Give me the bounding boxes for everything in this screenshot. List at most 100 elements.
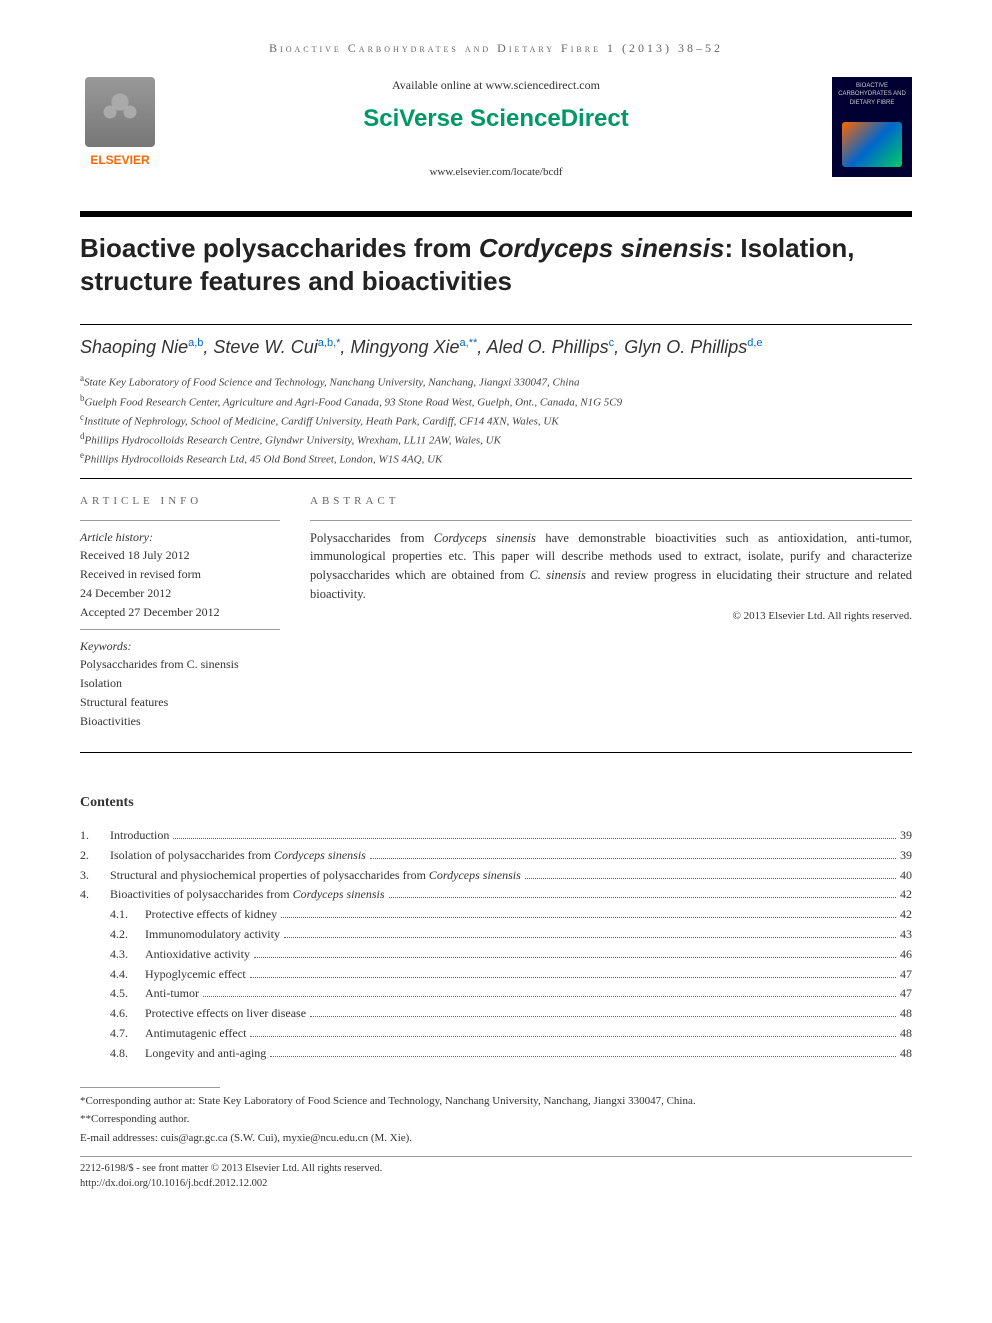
history-label: Article history: (80, 529, 280, 546)
affiliations: aState Key Laboratory of Food Science an… (80, 372, 912, 468)
toc-page: 48 (900, 1025, 912, 1042)
toc-subrow: 4.2. Immunomodulatory activity 43 (80, 926, 912, 943)
journal-url: www.elsevier.com/locate/bcdf (160, 165, 832, 180)
header-row: ELSEVIER Available online at www.science… (80, 77, 912, 196)
toc-dots (310, 1016, 896, 1017)
toc-subtitle: Protective effects on liver disease (145, 1005, 306, 1022)
footnote-3-emails: cuis@agr.gc.ca (S.W. Cui), myxie@ncu.edu… (161, 1132, 412, 1144)
toc-page: 40 (900, 867, 912, 884)
toc-page: 42 (900, 886, 912, 903)
footnote-2: **Corresponding author. (80, 1111, 912, 1128)
cover-image-icon (842, 122, 902, 167)
keyword-item: Isolation (80, 675, 280, 692)
toc-num: 1. (80, 827, 110, 844)
toc-num: 3. (80, 867, 110, 884)
footer: 2212-6198/$ - see front matter © 2013 El… (80, 1162, 912, 1191)
toc-row: 3. Structural and physiochemical propert… (80, 867, 912, 884)
toc-subnum: 4.3. (110, 946, 145, 963)
author: Aled O. Phillipsc (487, 337, 615, 357)
toc-row: 4. Bioactivities of polysaccharides from… (80, 886, 912, 903)
toc-subtitle: Longevity and anti-aging (145, 1045, 266, 1062)
history-item: 24 December 2012 (80, 585, 280, 602)
info-rule (80, 629, 280, 630)
info-rule (80, 520, 280, 521)
abstract-label: abstract (310, 494, 912, 509)
toc-subtitle: Antimutagenic effect (145, 1025, 246, 1042)
toc-row: 2. Isolation of polysaccharides from Cor… (80, 847, 912, 864)
toc-subnum: 4.2. (110, 926, 145, 943)
toc-page: 48 (900, 1045, 912, 1062)
sciverse-logo: SciVerse ScienceDirect (160, 102, 832, 136)
toc-dots (250, 1036, 896, 1037)
abstract-em2: C. sinensis (530, 568, 586, 582)
abstract-pre: Polysaccharides from (310, 531, 434, 545)
contents-header: Contents (80, 793, 912, 813)
abstract-em1: Cordyceps sinensis (434, 531, 536, 545)
toc-dots (203, 996, 896, 997)
toc-title: Structural and physiochemical properties… (110, 867, 521, 884)
history-item: Received in revised form (80, 566, 280, 583)
toc-subnum: 4.4. (110, 966, 145, 983)
toc-subnum: 4.5. (110, 985, 145, 1002)
keyword-item: Polysaccharides from C. sinensis (80, 656, 280, 673)
affiliation: dPhillips Hydrocolloids Research Centre,… (80, 430, 912, 449)
info-rule (310, 520, 912, 521)
toc-title: Introduction (110, 827, 169, 844)
available-online: Available online at www.sciencedirect.co… (160, 77, 832, 94)
toc-subtitle: Anti-tumor (145, 985, 199, 1002)
footnote-3: E-mail addresses: cuis@agr.gc.ca (S.W. C… (80, 1130, 912, 1147)
toc-subnum: 4.6. (110, 1005, 145, 1022)
footer-line1: 2212-6198/$ - see front matter © 2013 El… (80, 1162, 912, 1177)
toc-page: 43 (900, 926, 912, 943)
elsevier-logo: ELSEVIER (80, 77, 160, 177)
abstract-column: abstract Polysaccharides from Cordyceps … (310, 494, 912, 731)
thin-rule (80, 752, 912, 753)
affiliation: bGuelph Food Research Center, Agricultur… (80, 392, 912, 411)
author: Shaoping Niea,b (80, 337, 203, 357)
authors: Shaoping Niea,b, Steve W. Cuia,b,*, Ming… (80, 335, 912, 360)
toc-subrow: 4.5. Anti-tumor 47 (80, 985, 912, 1002)
toc-subtitle: Hypoglycemic effect (145, 966, 246, 983)
footer-rule (80, 1156, 912, 1157)
toc-subtitle: Antioxidative activity (145, 946, 250, 963)
center-header: Available online at www.sciencedirect.co… (160, 77, 832, 181)
footnote-3-pre: E-mail addresses: (80, 1132, 161, 1144)
toc-dots (254, 957, 896, 958)
toc-subrow: 4.6. Protective effects on liver disease… (80, 1005, 912, 1022)
thin-rule (80, 478, 912, 479)
copyright: © 2013 Elsevier Ltd. All rights reserved… (310, 609, 912, 624)
elsevier-text: ELSEVIER (90, 152, 149, 169)
footnotes: *Corresponding author at: State Key Labo… (80, 1093, 912, 1147)
toc-dots (270, 1056, 896, 1057)
toc-subtitle: Immunomodulatory activity (145, 926, 280, 943)
toc-dots (284, 937, 896, 938)
toc-page: 48 (900, 1005, 912, 1022)
toc-title: Bioactivities of polysaccharides from Co… (110, 886, 385, 903)
footnote-rule (80, 1087, 220, 1088)
thin-rule (80, 324, 912, 325)
toc-page: 39 (900, 847, 912, 864)
thick-rule (80, 211, 912, 217)
toc-subtitle: Protective effects of kidney (145, 906, 277, 923)
toc-dots (525, 878, 896, 879)
footnote-1: *Corresponding author at: State Key Labo… (80, 1093, 912, 1110)
history-item: Accepted 27 December 2012 (80, 604, 280, 621)
info-abstract-row: article info Article history: Received 1… (80, 494, 912, 731)
toc-subrow: 4.4. Hypoglycemic effect 47 (80, 966, 912, 983)
toc-page: 47 (900, 966, 912, 983)
toc-page: 47 (900, 985, 912, 1002)
affiliation: aState Key Laboratory of Food Science an… (80, 372, 912, 391)
keyword-item: Structural features (80, 694, 280, 711)
toc-subnum: 4.7. (110, 1025, 145, 1042)
toc-num: 4. (80, 886, 110, 903)
affiliation: cInstitute of Nephrology, School of Medi… (80, 411, 912, 430)
toc-dots (389, 897, 896, 898)
keywords-label: Keywords: (80, 638, 280, 655)
title-em: Cordyceps sinensis (479, 233, 725, 263)
toc-subrow: 4.8. Longevity and anti-aging 48 (80, 1045, 912, 1062)
title-pre: Bioactive polysaccharides from (80, 233, 479, 263)
toc-title: Isolation of polysaccharides from Cordyc… (110, 847, 366, 864)
toc-page: 46 (900, 946, 912, 963)
toc-dots (250, 977, 896, 978)
footer-doi: http://dx.doi.org/10.1016/j.bcdf.2012.12… (80, 1177, 912, 1192)
